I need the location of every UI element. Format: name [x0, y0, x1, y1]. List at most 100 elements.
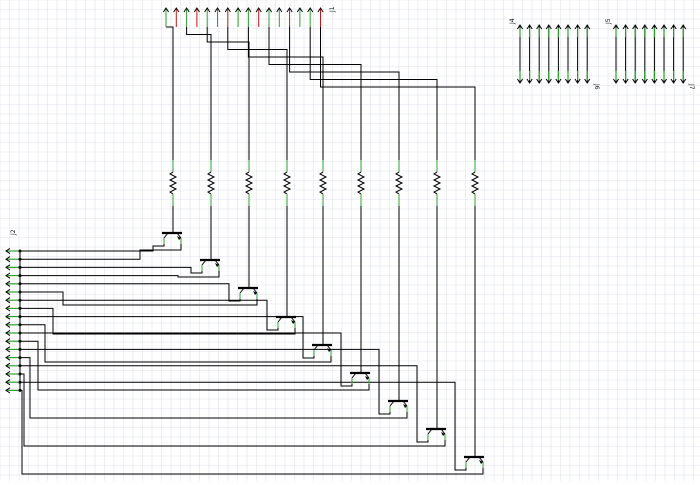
- j5-pin: [651, 24, 658, 84]
- j4-pin: [555, 24, 562, 84]
- wire: [20, 348, 391, 415]
- transistor: [312, 343, 332, 356]
- junction-dot: [18, 298, 22, 302]
- j1-pin: [286, 7, 293, 27]
- resistor: [432, 160, 442, 206]
- j1-pin: [296, 7, 303, 27]
- j1-pin: [307, 7, 314, 27]
- j5-pin: [622, 24, 629, 84]
- junction-dot: [18, 380, 22, 384]
- wire: [20, 332, 353, 387]
- j4-pin: [564, 24, 572, 84]
- j1-pin: [235, 7, 242, 27]
- j2-label: J2: [10, 229, 17, 236]
- j1-pin: [276, 7, 283, 27]
- j4-pin: [584, 24, 591, 84]
- wire: [20, 271, 220, 278]
- junction-dot: [18, 249, 22, 253]
- j1-pin: [173, 7, 180, 27]
- transistor: [276, 315, 296, 328]
- junction-dot: [18, 257, 22, 261]
- j1-label: J1: [329, 6, 336, 13]
- junction-dot: [18, 282, 22, 286]
- wire: [247, 27, 324, 160]
- transistor: [238, 286, 258, 299]
- j4-pin: [545, 24, 552, 84]
- j1-pin: [204, 7, 211, 27]
- junction-dot: [18, 372, 22, 376]
- j1-pin: [162, 7, 170, 27]
- j1-pin: [245, 7, 252, 27]
- junction-dot: [18, 356, 22, 360]
- j1-pin: [193, 7, 200, 27]
- resistor: [470, 160, 480, 206]
- j5-pin: [670, 24, 677, 84]
- connector-labels: J1 J2 J4 J5 J6 J7: [10, 6, 695, 236]
- j4-pin: [516, 24, 524, 84]
- wire: [166, 26, 174, 160]
- junction-dot: [18, 388, 22, 392]
- j2-header: [5, 247, 22, 394]
- j5-pin: [641, 24, 648, 84]
- j1-pin: [183, 7, 190, 27]
- resistor: [168, 160, 178, 206]
- transistor: [388, 399, 408, 412]
- j1-pin: [265, 7, 273, 27]
- transistor: [200, 258, 220, 271]
- j4-label: J4: [509, 18, 516, 25]
- wire: [20, 340, 370, 391]
- junction-dot: [18, 306, 22, 310]
- transistor: [162, 231, 182, 244]
- resistor: [318, 160, 328, 206]
- resistor: [282, 160, 292, 206]
- junction-dot: [18, 274, 22, 278]
- junction-dot: [18, 364, 22, 368]
- wire: [20, 316, 315, 359]
- wire: [20, 389, 484, 475]
- junction-dot: [18, 315, 22, 319]
- resistor: [206, 160, 216, 206]
- j1-pin: [255, 7, 262, 27]
- wire: [20, 365, 429, 443]
- wire: [309, 27, 438, 160]
- wire: [20, 266, 203, 274]
- wire: [186, 27, 212, 160]
- wire: [20, 381, 467, 471]
- j5-pin: [680, 24, 687, 84]
- transistor: [350, 371, 370, 384]
- wire: [320, 27, 476, 160]
- j6-label: J6: [593, 83, 600, 90]
- wire: [227, 27, 288, 160]
- wire: [20, 299, 279, 331]
- wire: [268, 27, 362, 160]
- j5-label: J5: [605, 18, 612, 25]
- j4-pin: [536, 24, 543, 84]
- junction-dot: [18, 339, 22, 343]
- wire: [20, 244, 182, 260]
- wire: [20, 291, 258, 306]
- wire: [20, 357, 408, 419]
- transistor: [426, 427, 446, 440]
- wire: [20, 373, 446, 447]
- j1-pin: [317, 7, 324, 27]
- wire: [289, 27, 400, 160]
- wire: [20, 244, 165, 252]
- wire: [20, 324, 332, 363]
- j7-label: J7: [688, 83, 695, 90]
- j5-pin: [632, 24, 639, 84]
- wire: [20, 307, 296, 335]
- junction-dot: [18, 347, 22, 351]
- j5-pin: [660, 24, 668, 84]
- junction-dot: [18, 290, 22, 294]
- j1-pin: [214, 7, 221, 27]
- wires: [20, 26, 484, 475]
- resistor: [356, 160, 366, 206]
- j4-pin: [526, 24, 533, 84]
- junction-dot: [18, 331, 22, 335]
- resistor: [394, 160, 404, 206]
- transistor: [464, 455, 484, 468]
- junction-dot: [18, 323, 22, 327]
- j1-pin: [224, 7, 231, 27]
